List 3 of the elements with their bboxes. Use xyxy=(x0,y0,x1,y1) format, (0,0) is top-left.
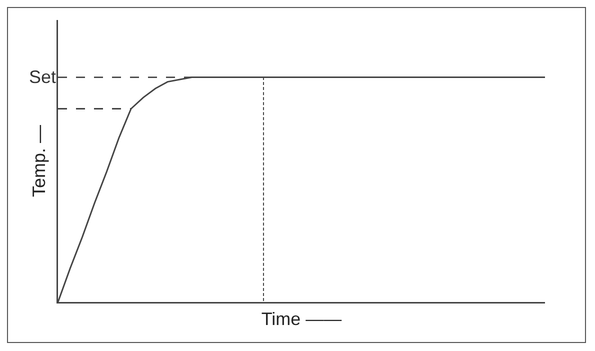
y-axis-title: Temp. — xyxy=(28,124,49,198)
ref-line-label: Set xyxy=(29,67,56,87)
x-axis-title: Time —— xyxy=(261,308,342,329)
